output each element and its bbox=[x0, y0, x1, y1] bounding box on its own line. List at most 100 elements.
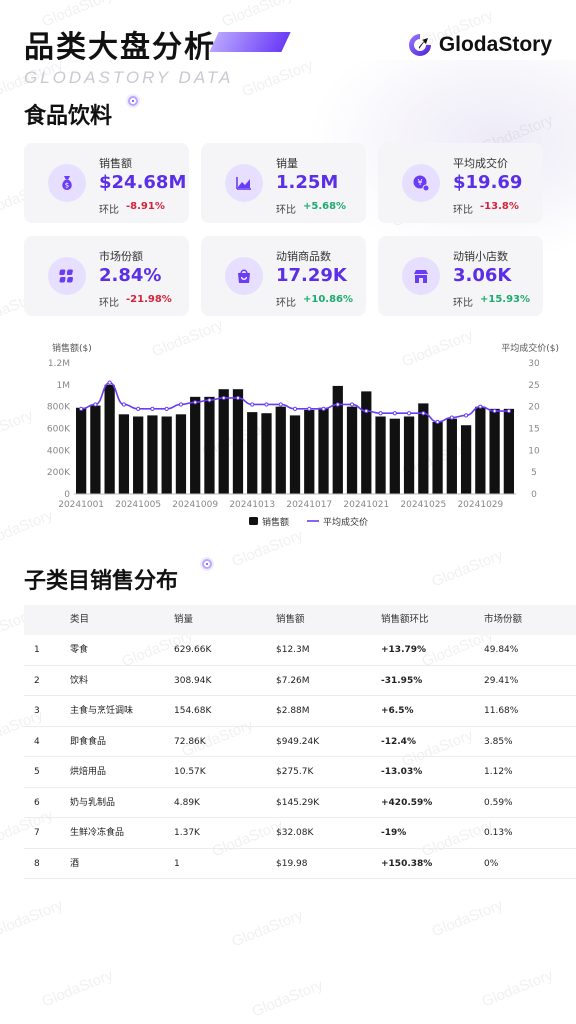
kpi-label: 销量 bbox=[276, 157, 298, 170]
table-row: 5 烘焙用品 10.57K $275.7K -13.03% 1.12% bbox=[24, 757, 576, 788]
bar-20241019 bbox=[332, 385, 343, 494]
watermark-text: GlodaStory bbox=[229, 906, 306, 951]
section-title-subcategory: 子类目销售分布 bbox=[24, 569, 179, 594]
avg-price-point-20241017 bbox=[307, 406, 312, 411]
avg-price-point-20241013 bbox=[250, 402, 255, 407]
kpi-change-label: 环比 bbox=[453, 205, 473, 216]
row-sales-change: -19% bbox=[381, 828, 407, 838]
section-title-category: 食品饮料 bbox=[24, 104, 113, 129]
kpi-card-active-stores: 动销小店数 3.06K 环比 +15.93% bbox=[378, 236, 543, 316]
section-dot-icon bbox=[202, 559, 212, 569]
store-icon bbox=[402, 257, 440, 295]
bar-20241003 bbox=[104, 384, 115, 494]
kpi-change: -8.91% bbox=[126, 201, 165, 212]
avg-price-point-20241006 bbox=[150, 406, 155, 411]
avg-price-point-20241024 bbox=[406, 411, 412, 416]
avg-price-point-20241010 bbox=[207, 398, 212, 403]
section-dot-icon bbox=[128, 96, 138, 106]
row-market-share: 1.12% bbox=[484, 767, 513, 777]
kpi-value: 1.25M bbox=[276, 172, 339, 193]
avg-price-point-20241011 bbox=[221, 395, 226, 401]
row-sales-change: +420.59% bbox=[381, 797, 433, 808]
kpi-value: 3.06K bbox=[453, 265, 512, 286]
bar-20241031 bbox=[503, 408, 515, 494]
kpi-change: -21.98% bbox=[126, 294, 172, 305]
table-body: 1 零食 629.66K $12.3M +13.79% 49.84% 2 饮料 308.94K $… bbox=[24, 635, 576, 879]
row-sales: $2.88M bbox=[276, 706, 310, 716]
kpi-change-label: 环比 bbox=[99, 298, 119, 309]
title-accent-stripe bbox=[209, 32, 291, 52]
row-sales-change: +150.38% bbox=[381, 858, 433, 869]
row-volume: 72.86K bbox=[174, 736, 206, 747]
svg-text:¥: ¥ bbox=[417, 178, 422, 187]
avg-price-point-20241001 bbox=[79, 406, 84, 411]
table-row: 7 生鲜冷冻食品 1.37K $32.08K -19% 0.13% bbox=[24, 818, 576, 849]
header-volume: 销量 bbox=[174, 614, 194, 625]
bar-20241029 bbox=[475, 406, 486, 494]
row-sales-change: +13.79% bbox=[381, 645, 427, 655]
row-rank: 7 bbox=[34, 828, 40, 838]
row-category: 即食食品 bbox=[70, 736, 107, 747]
row-rank: 8 bbox=[34, 858, 40, 869]
row-sales: $949.24K bbox=[276, 736, 320, 747]
y2-tick-label: 10 bbox=[528, 446, 540, 456]
legend-swatch-bar bbox=[249, 517, 258, 525]
brand-logo: GlodaStory bbox=[407, 32, 552, 58]
y2-tick-label: 30 bbox=[528, 359, 540, 369]
row-category: 饮料 bbox=[70, 675, 89, 686]
kpi-value: $24.68M bbox=[99, 172, 187, 193]
x-tick-label: 20241025 bbox=[400, 500, 446, 510]
bar-20241010 bbox=[204, 396, 215, 494]
bar-20241025 bbox=[418, 403, 429, 494]
bar-20241015 bbox=[275, 406, 286, 494]
row-category: 酒 bbox=[70, 858, 80, 869]
avg-price-point-20241008 bbox=[178, 402, 184, 407]
y-tick-label: 200K bbox=[47, 468, 71, 478]
kpi-card-market-share: 市场份额 2.84% 环比 -21.98% bbox=[24, 236, 189, 316]
avg-price-point-20241020 bbox=[349, 402, 355, 407]
kpi-change: -13.8% bbox=[480, 201, 519, 212]
row-rank: 3 bbox=[34, 706, 40, 716]
kpi-change-label: 环比 bbox=[276, 298, 296, 309]
row-volume: 1.37K bbox=[174, 828, 200, 838]
logo-icon bbox=[408, 34, 431, 56]
avg-price-point-20241023 bbox=[392, 411, 397, 416]
row-sales: $275.7K bbox=[276, 767, 314, 777]
watermark-text: GlodaStory bbox=[0, 896, 66, 941]
y2-axis-title: 平均成交价($) bbox=[501, 342, 559, 354]
bar-20241001 bbox=[75, 407, 87, 494]
table-row: 3 主食与烹饪调味 154.68K $2.88M +6.5% 11.68% bbox=[24, 696, 576, 727]
row-rank: 1 bbox=[34, 645, 40, 655]
kpi-change-label: 环比 bbox=[276, 205, 296, 216]
page-header: 品类大盘分析 GLODASTORY DATA GlodaStory bbox=[24, 22, 552, 92]
row-volume: 154.68K bbox=[174, 706, 212, 716]
kpi-value: $19.69 bbox=[453, 172, 523, 193]
kpi-label: 动销商品数 bbox=[276, 250, 331, 263]
y2-tick-label: 15 bbox=[528, 425, 539, 435]
legend-label-line: 平均成交价 bbox=[323, 516, 368, 528]
avg-price-point-20241007 bbox=[164, 406, 169, 411]
kpi-value: 2.84% bbox=[99, 265, 162, 286]
avg-price-point-20241009 bbox=[193, 400, 198, 405]
row-rank: 5 bbox=[34, 767, 40, 777]
sales-combo-chart: 销售额($) 平均成交价($) 0 200K 400K 600K 800K 1M 1.2M 0 5 1… bbox=[24, 336, 564, 536]
avg-price-point-20241021 bbox=[364, 408, 369, 414]
row-sales: $19.98 bbox=[276, 858, 308, 869]
row-sales-change: -31.95% bbox=[381, 675, 423, 686]
row-market-share: 49.84% bbox=[484, 645, 519, 655]
bar-20241030 bbox=[489, 408, 500, 494]
row-category: 奶与乳制品 bbox=[70, 797, 116, 808]
avg-price-point-20241014 bbox=[264, 402, 269, 407]
row-volume: 1 bbox=[174, 858, 180, 869]
row-category: 烘焙用品 bbox=[70, 767, 107, 777]
bar-20241014 bbox=[261, 413, 272, 494]
table-header: 类目 销量 销售额 销售额环比 市场份额 bbox=[24, 605, 576, 635]
watermark-text: GlodaStory bbox=[429, 896, 506, 941]
avg-price-point-20241022 bbox=[378, 411, 383, 416]
header-sales: 销售额 bbox=[276, 614, 305, 625]
bar-20241007 bbox=[161, 416, 172, 494]
bar-20241027 bbox=[446, 418, 457, 494]
header-sales-change: 销售额环比 bbox=[381, 614, 429, 625]
table-row: 1 零食 629.66K $12.3M +13.79% 49.84% bbox=[24, 635, 576, 666]
row-market-share: 0% bbox=[484, 858, 499, 869]
